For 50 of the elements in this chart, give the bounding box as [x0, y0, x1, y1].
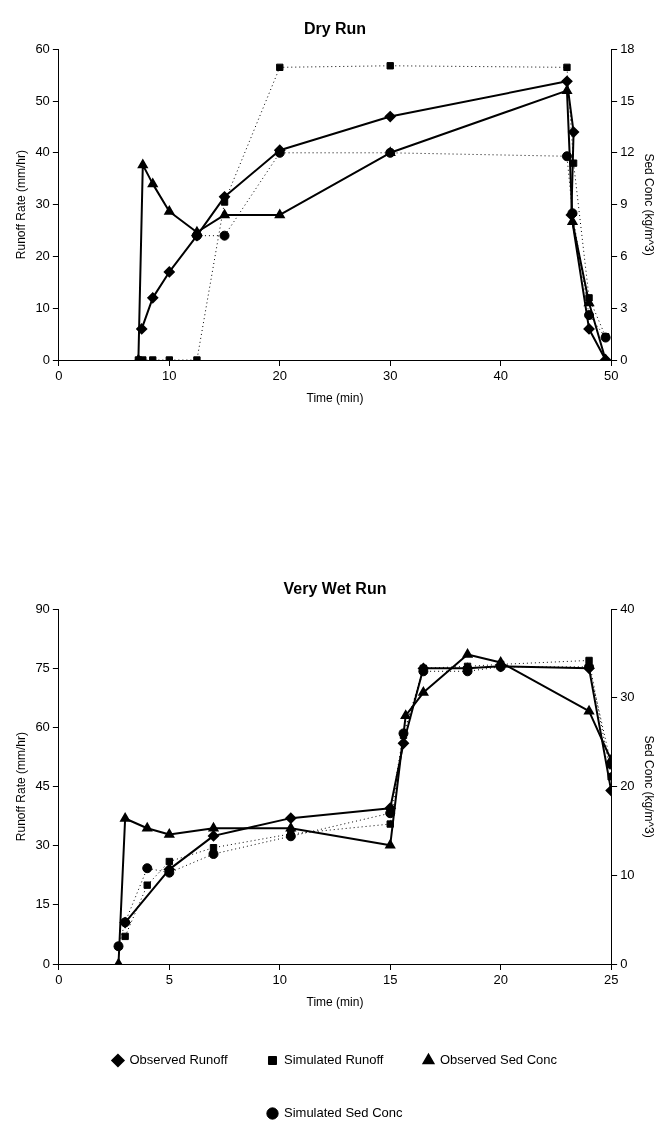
y-tick-label: 45 [35, 778, 50, 794]
y-tick-label: 10 [35, 299, 50, 315]
y-tick-label: 30 [35, 837, 50, 853]
x-tick-label: 10 [162, 368, 177, 384]
x-tick-label: 0 [55, 368, 63, 384]
y2-tick-label: 40 [620, 600, 635, 616]
x-tick-label: 50 [603, 368, 619, 384]
x-tick-label: 5 [165, 972, 173, 988]
x-tick-label: 20 [272, 368, 288, 384]
y2-tick-label: 0 [620, 955, 628, 971]
y2-tick-label: 9 [620, 196, 628, 212]
chart-title: Dry Run [303, 20, 367, 38]
y-axis-title: Runoff Rate (mm/hr) [13, 732, 28, 842]
y2-tick-label: 20 [620, 778, 635, 794]
x-axis-title: Time (min) [306, 391, 364, 406]
legend-label: Simulated Runoff [283, 1052, 384, 1068]
x-tick-label: 0 [55, 972, 63, 988]
legend-label: Simulated Sed Conc [283, 1105, 404, 1121]
x-tick-label: 30 [382, 368, 398, 384]
y-tick-label: 30 [35, 196, 50, 212]
x-axis-title: Time (min) [306, 995, 364, 1010]
x-tick-label: 15 [382, 972, 398, 988]
legend-label: Observed Runoff [129, 1052, 228, 1068]
chart-title: Very Wet Run [283, 580, 387, 598]
y-tick-label: 50 [35, 92, 50, 108]
y-tick-label: 15 [35, 896, 50, 912]
y2-tick-label: 0 [620, 351, 628, 367]
x-tick-label: 25 [603, 972, 619, 988]
y-tick-label: 20 [35, 247, 50, 263]
y-axis-title: Runoff Rate (mm/hr) [13, 150, 28, 260]
y-tick-label: 75 [35, 659, 50, 675]
x-tick-label: 10 [272, 972, 288, 988]
legend-label: Observed Sed Conc [439, 1052, 558, 1068]
y2-tick-label: 18 [620, 40, 635, 56]
y2-tick-label: 3 [620, 299, 628, 315]
y2-axis-title: Sed Conc (kg/m^3) [642, 153, 657, 256]
y2-tick-label: 12 [620, 144, 635, 160]
x-tick-label: 40 [493, 368, 508, 384]
y2-tick-label: 10 [620, 866, 635, 882]
x-tick-label: 20 [493, 972, 508, 988]
y2-tick-label: 30 [620, 689, 635, 705]
y-tick-label: 60 [35, 40, 50, 56]
y-tick-label: 90 [35, 600, 50, 616]
y-tick-label: 0 [42, 955, 50, 971]
y-tick-label: 40 [35, 144, 50, 160]
y-tick-label: 60 [35, 719, 50, 735]
y2-tick-label: 6 [620, 247, 628, 263]
y2-tick-label: 15 [620, 92, 635, 108]
y-tick-label: 0 [42, 351, 50, 367]
y2-axis-title: Sed Conc (kg/m^3) [642, 735, 657, 838]
